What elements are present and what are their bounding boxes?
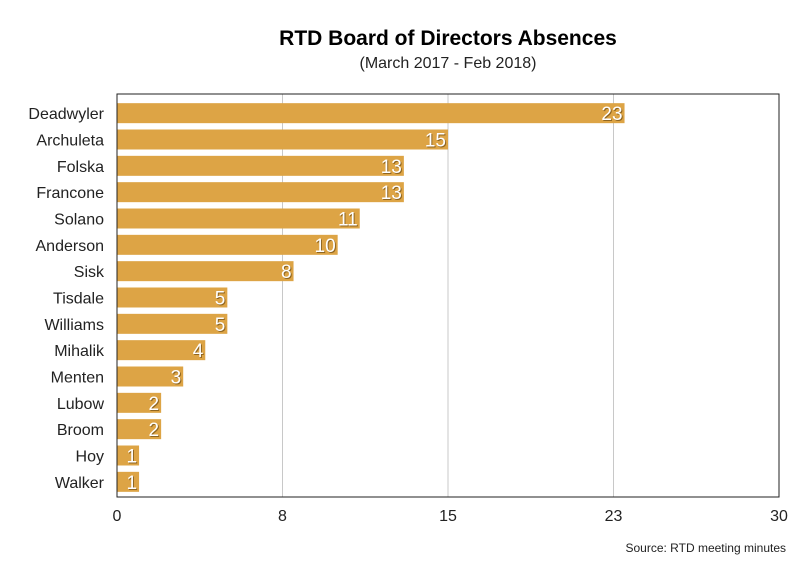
chart-subtitle: (March 2017 - Feb 2018): [360, 55, 537, 72]
x-tick-label: 0: [113, 508, 122, 525]
bar: [117, 208, 360, 229]
source-note: Source: RTD meeting minutes: [625, 541, 786, 555]
category-label: Francone: [36, 185, 104, 202]
data-label: 1: [126, 473, 137, 494]
category-label: Hoy: [76, 449, 104, 466]
bar: [117, 445, 140, 466]
category-label: Mihalik: [54, 343, 105, 360]
data-label: 10: [315, 236, 336, 257]
category-label: Lubow: [57, 396, 105, 413]
category-label: Walker: [55, 475, 105, 492]
data-label: 8: [281, 262, 292, 283]
chart-title: RTD Board of Directors Absences: [279, 27, 617, 50]
data-label: 13: [381, 183, 402, 204]
plot-frame: [116, 93, 780, 498]
data-label: 1: [126, 447, 137, 468]
data-label: 15: [425, 131, 446, 152]
data-label: 23: [601, 104, 622, 125]
data-label: 11: [338, 210, 358, 231]
x-tick-label: 30: [770, 508, 788, 525]
bar: [117, 129, 448, 150]
category-label: Sisk: [74, 264, 105, 281]
bar: [117, 103, 625, 124]
x-tick-label: 8: [278, 508, 287, 525]
data-label: 4: [193, 341, 204, 362]
category-label: Williams: [44, 317, 104, 334]
x-tick-label: 23: [605, 508, 623, 525]
data-label: 2: [149, 394, 160, 415]
x-tick-label: 15: [439, 508, 457, 525]
bar: [117, 471, 140, 492]
data-label: 2: [149, 420, 160, 441]
bar: [117, 392, 162, 413]
category-label: Folska: [57, 159, 104, 176]
category-label: Deadwyler: [28, 106, 104, 123]
data-label: 13: [381, 157, 402, 178]
data-label: 5: [215, 289, 226, 310]
bar: [117, 182, 404, 203]
category-label: Tisdale: [53, 291, 104, 308]
bar: [117, 155, 404, 176]
bar: [117, 419, 162, 440]
bar: [117, 340, 206, 361]
bar: [117, 366, 184, 387]
category-label: Menten: [51, 370, 104, 387]
bar: [117, 287, 228, 308]
bar: [117, 234, 338, 255]
category-label: Archuleta: [36, 133, 104, 150]
category-label: Anderson: [36, 238, 105, 255]
bar: [117, 313, 228, 334]
category-label: Solano: [54, 212, 104, 229]
data-label: 3: [171, 368, 182, 389]
category-label: Broom: [57, 422, 104, 439]
bar: [117, 261, 294, 282]
data-label: 5: [215, 315, 226, 336]
